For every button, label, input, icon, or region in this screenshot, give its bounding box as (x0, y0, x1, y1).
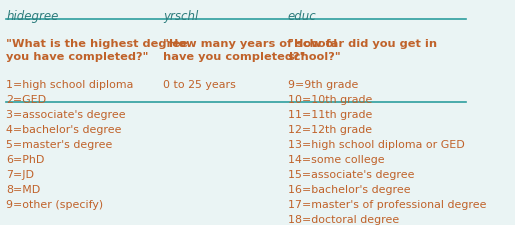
Text: 15=associate's degree: 15=associate's degree (288, 170, 414, 180)
Text: 11=11th grade: 11=11th grade (288, 110, 372, 120)
Text: 3=associate's degree: 3=associate's degree (6, 110, 126, 120)
Text: yrschl: yrschl (163, 10, 199, 23)
Text: 17=master's of professional degree: 17=master's of professional degree (288, 200, 486, 210)
Text: 18=doctoral degree: 18=doctoral degree (288, 215, 399, 225)
Text: "What is the highest degree
you have completed?": "What is the highest degree you have com… (6, 39, 188, 62)
Text: 6=PhD: 6=PhD (6, 155, 44, 165)
Text: 5=master's degree: 5=master's degree (6, 140, 112, 150)
Text: 2=GED: 2=GED (6, 95, 46, 105)
Text: 13=high school diploma or GED: 13=high school diploma or GED (288, 140, 465, 150)
Text: 16=bachelor's degree: 16=bachelor's degree (288, 185, 410, 195)
Text: "How many years of school
have you completed?": "How many years of school have you compl… (163, 39, 337, 62)
Text: 0 to 25 years: 0 to 25 years (163, 80, 236, 90)
Text: 12=12th grade: 12=12th grade (288, 125, 372, 135)
Text: hidegree: hidegree (6, 10, 59, 23)
Text: 7=JD: 7=JD (6, 170, 34, 180)
Text: 9=other (specify): 9=other (specify) (6, 200, 103, 210)
Text: 14=some college: 14=some college (288, 155, 384, 165)
Text: 4=bachelor's degree: 4=bachelor's degree (6, 125, 122, 135)
Text: 1=high school diploma: 1=high school diploma (6, 80, 133, 90)
Text: "How far did you get in
school?": "How far did you get in school?" (288, 39, 437, 62)
Text: 9=9th grade: 9=9th grade (288, 80, 358, 90)
Text: 10=10th grade: 10=10th grade (288, 95, 372, 105)
Text: 8=MD: 8=MD (6, 185, 40, 195)
Text: educ: educ (288, 10, 316, 23)
